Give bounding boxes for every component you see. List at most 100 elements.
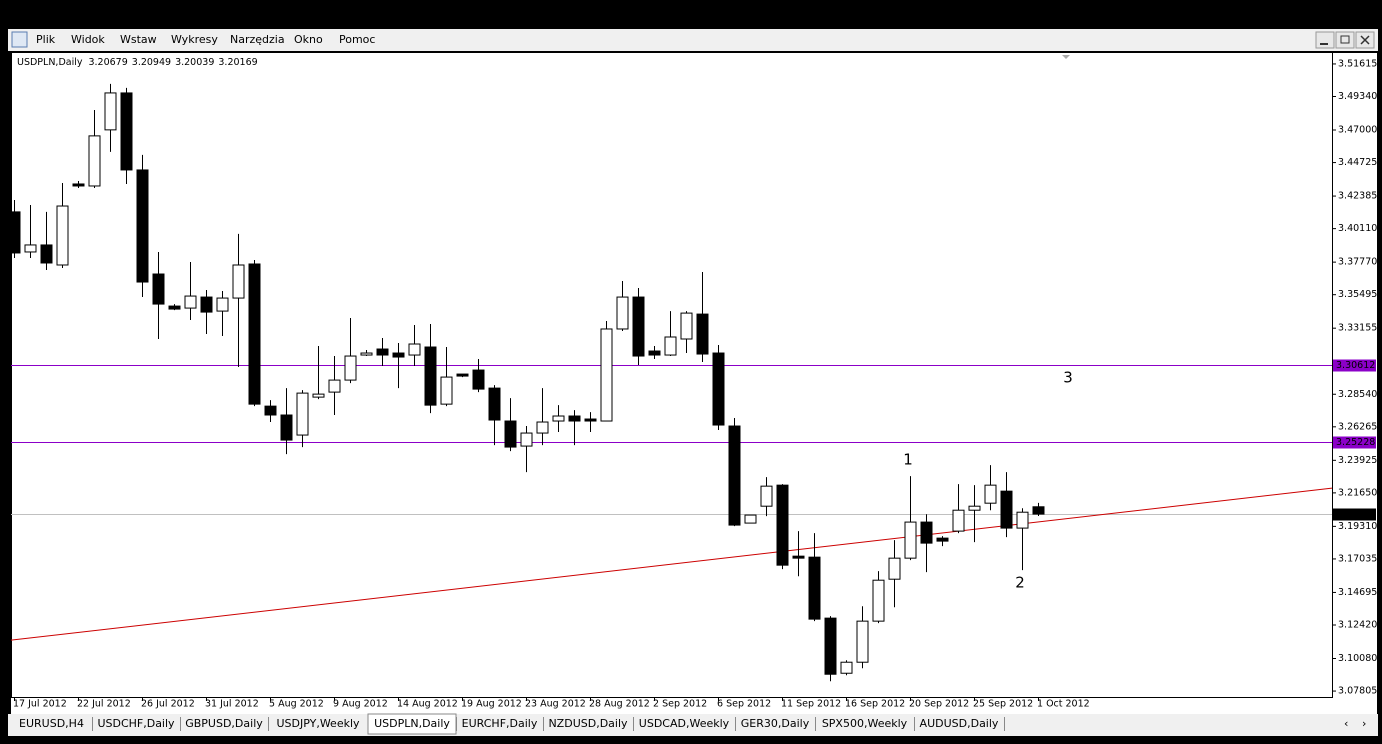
candle-body bbox=[120, 92, 133, 171]
x-tick-label: 26 Jul 2012 bbox=[141, 699, 195, 710]
candle-body bbox=[184, 295, 197, 309]
candle-body bbox=[8, 211, 21, 254]
tab[interactable]: USDCAD,Weekly bbox=[639, 717, 730, 730]
tab[interactable]: USDJPY,Weekly bbox=[276, 717, 360, 730]
tab[interactable]: NZDUSD,Daily bbox=[548, 717, 628, 730]
y-tick-label: 3.42385 bbox=[1338, 191, 1377, 202]
candle-body bbox=[728, 425, 741, 526]
candle-body bbox=[88, 135, 101, 187]
candle-body bbox=[648, 350, 661, 356]
tab[interactable]: GER30,Daily bbox=[741, 717, 810, 730]
restore-button[interactable] bbox=[1335, 31, 1355, 49]
y-tick-label: 3.23925 bbox=[1338, 455, 1377, 466]
tab-bar bbox=[8, 714, 1378, 736]
candle-body bbox=[680, 312, 693, 340]
candle-body bbox=[632, 296, 645, 357]
x-tick-label: 11 Sep 2012 bbox=[781, 699, 841, 710]
candle-body bbox=[616, 296, 629, 330]
tab[interactable]: AUDUSD,Daily bbox=[920, 717, 999, 730]
menu-item[interactable]: Narzędzia bbox=[230, 33, 285, 46]
tab[interactable]: EURUSD,H4 bbox=[19, 717, 84, 730]
tab[interactable]: USDPLN,Daily bbox=[374, 717, 450, 730]
candle-body bbox=[232, 264, 245, 299]
y-tick-label: 3.49340 bbox=[1338, 91, 1377, 102]
y-tick-label: 3.21650 bbox=[1338, 487, 1377, 498]
y-tick-label: 3.40110 bbox=[1338, 223, 1377, 234]
tab[interactable]: EURCHF,Daily bbox=[462, 717, 538, 730]
candle-body bbox=[344, 355, 357, 381]
y-tick-label: 3.37770 bbox=[1338, 257, 1377, 268]
candle-body bbox=[856, 620, 869, 663]
trend-line bbox=[10, 487, 1333, 641]
x-tick-label: 20 Sep 2012 bbox=[909, 699, 969, 710]
x-tick-label: 9 Aug 2012 bbox=[333, 699, 388, 710]
candle-body bbox=[488, 387, 501, 421]
x-tick-label: 2 Sep 2012 bbox=[653, 699, 707, 710]
y-tick-label: 3.47000 bbox=[1338, 125, 1377, 136]
menu-item[interactable]: Wstaw bbox=[120, 33, 157, 46]
y-tick-label: 3.28540 bbox=[1338, 389, 1377, 400]
candle-body bbox=[792, 555, 805, 559]
price-label-box bbox=[1333, 508, 1376, 521]
candle-body bbox=[552, 415, 565, 422]
y-tick-label: 3.14695 bbox=[1338, 587, 1377, 598]
x-tick-label: 25 Sep 2012 bbox=[973, 699, 1033, 710]
menu-item[interactable]: Widok bbox=[71, 33, 105, 46]
menu-item[interactable]: Pomoc bbox=[339, 33, 375, 46]
y-tick-label: 3.35495 bbox=[1338, 289, 1377, 300]
candle-body bbox=[440, 376, 453, 405]
price-label-box bbox=[1333, 359, 1376, 372]
candle-body bbox=[536, 421, 549, 434]
x-tick-label: 16 Sep 2012 bbox=[845, 699, 905, 710]
menu-item[interactable]: Okno bbox=[294, 33, 323, 46]
candle-body bbox=[888, 557, 901, 580]
candle-body bbox=[840, 661, 853, 674]
minimize-button[interactable] bbox=[1315, 31, 1335, 49]
y-tick-label: 3.07805 bbox=[1338, 686, 1377, 697]
price-label: 3.30612 bbox=[1336, 360, 1375, 371]
y-tick-label: 3.12420 bbox=[1338, 620, 1377, 631]
tab-scroll-right[interactable]: › bbox=[1362, 717, 1366, 730]
annotation: 3 bbox=[1063, 369, 1073, 387]
annotation: 2 bbox=[1015, 574, 1025, 592]
tab-scroll-left[interactable]: ‹ bbox=[1344, 717, 1348, 730]
candle-body bbox=[376, 348, 389, 356]
chart-area bbox=[11, 53, 1377, 714]
app-icon bbox=[11, 31, 28, 48]
candle-body bbox=[872, 579, 885, 622]
candle-body bbox=[1016, 511, 1029, 529]
candle-body bbox=[920, 521, 933, 544]
candle-body bbox=[808, 556, 821, 620]
candle-body bbox=[312, 393, 325, 398]
candle-body bbox=[744, 514, 757, 524]
candle-body bbox=[200, 296, 213, 313]
candle-body bbox=[968, 505, 981, 511]
x-tick-label: 28 Aug 2012 bbox=[589, 699, 650, 710]
menu-item[interactable]: Plik bbox=[36, 33, 56, 46]
candle-body bbox=[952, 509, 965, 532]
menu-item[interactable]: Wykresy bbox=[171, 33, 218, 46]
x-tick-label: 23 Aug 2012 bbox=[525, 699, 586, 710]
y-tick-label: 3.10080 bbox=[1338, 653, 1377, 664]
shift-marker bbox=[1062, 55, 1070, 59]
candle-body bbox=[424, 346, 437, 406]
close-icon bbox=[1360, 35, 1370, 45]
x-tick-label: 6 Sep 2012 bbox=[717, 699, 771, 710]
tab[interactable]: GBPUSD,Daily bbox=[185, 717, 263, 730]
candle-body bbox=[328, 379, 341, 393]
candle-body bbox=[904, 521, 917, 559]
candle-body bbox=[600, 328, 613, 422]
tab[interactable]: USDCHF,Daily bbox=[97, 717, 175, 730]
y-tick-label: 3.51615 bbox=[1338, 58, 1377, 69]
candle-body bbox=[712, 352, 725, 426]
candle-body bbox=[408, 343, 421, 356]
candle-body bbox=[584, 418, 597, 422]
x-tick-label: 31 Jul 2012 bbox=[205, 699, 259, 710]
price-label: 3.25228 bbox=[1336, 437, 1375, 448]
candle-body bbox=[664, 336, 677, 356]
tab[interactable]: SPX500,Weekly bbox=[822, 717, 908, 730]
x-tick-label: 14 Aug 2012 bbox=[397, 699, 458, 710]
candle-body bbox=[936, 537, 949, 542]
